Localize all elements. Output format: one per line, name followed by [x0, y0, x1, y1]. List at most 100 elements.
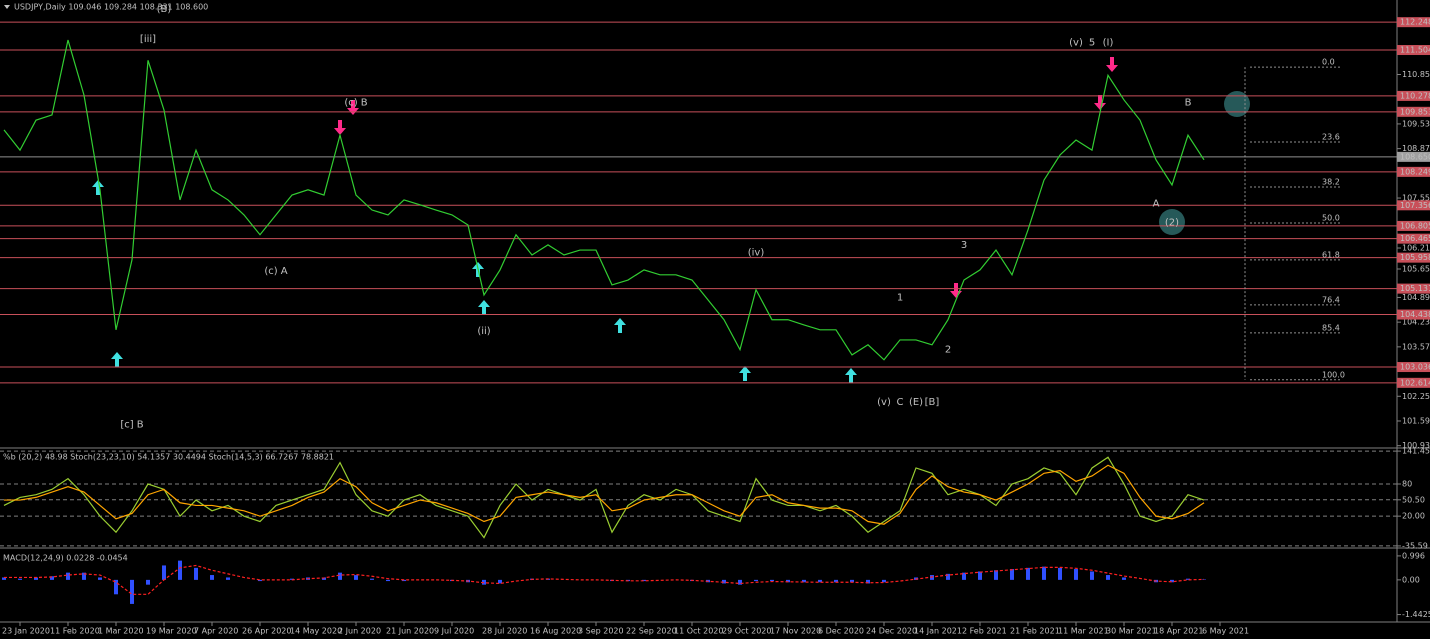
x-tick-label: 22 Sep 2020 [626, 627, 677, 636]
macd-bar [50, 576, 54, 580]
x-tick-label: 17 Nov 2020 [770, 627, 821, 636]
y-tick-label: 0.00 [1402, 575, 1420, 584]
buy-arrow [845, 368, 857, 383]
wave-label: (c) B [344, 98, 367, 109]
y-tick-label: 100.935 [1402, 441, 1430, 450]
level-label: 111.504 [1400, 46, 1430, 55]
wave-label: 1 [897, 292, 903, 303]
level-label-box [1397, 377, 1430, 388]
level-label: 106.465 [1400, 234, 1430, 243]
wave-label: A [1153, 199, 1160, 210]
macd-bar [978, 571, 982, 580]
wave-label: (2) [1165, 217, 1179, 228]
x-tick-label: 9 Jul 2020 [434, 627, 474, 636]
sell-arrow [1094, 95, 1106, 110]
macd-bar [34, 577, 38, 580]
x-tick-label: 24 Dec 2020 [866, 627, 917, 636]
wave-label: (I) [1103, 38, 1114, 49]
macd-bar [818, 579, 822, 583]
x-tick-label: 28 Jul 2020 [482, 627, 527, 636]
level-label: 103.036 [1400, 363, 1430, 372]
x-tick-label: 6 May 2021 [1202, 627, 1249, 636]
level-label-box [1397, 309, 1430, 320]
x-tick-label: 7 Apr 2020 [194, 627, 238, 636]
wave-label: (c) A [264, 266, 287, 277]
level-label-box [1397, 362, 1430, 373]
macd-bar [370, 578, 374, 580]
macd-bar [98, 577, 102, 580]
y-tick-label: -35.59 [1402, 541, 1428, 550]
collapse-icon[interactable] [4, 5, 10, 9]
macd-bar [994, 570, 998, 580]
x-tick-label: 26 Apr 2020 [242, 627, 291, 636]
wave-label: 5 [1089, 38, 1095, 49]
macd-bar [962, 572, 966, 580]
panel-title: MACD(12,24,9) 0.0228 -0.0454 [3, 554, 128, 563]
macd-bar [82, 572, 86, 580]
wave-label: (B) [157, 4, 172, 15]
wave-label: B [1185, 98, 1192, 109]
macd-bar [1042, 566, 1046, 580]
sell-arrow [347, 100, 359, 115]
x-tick-label: 14 May 2020 [290, 627, 342, 636]
last-price-box [1397, 151, 1430, 162]
macd-bar [338, 572, 342, 580]
sell-arrow [950, 283, 962, 298]
y-tick-label: 101.595 [1402, 416, 1430, 425]
x-tick-label: 18 Apr 2021 [1154, 627, 1203, 636]
level-label: 105.958 [1400, 253, 1430, 262]
x-tick-label: 29 Oct 2020 [722, 627, 771, 636]
macd-bar [18, 578, 22, 580]
level-label: 105.131 [1400, 284, 1430, 293]
macd-bar [882, 579, 886, 583]
macd-bar [1090, 571, 1094, 580]
x-tick-label: 16 Aug 2020 [530, 627, 581, 636]
x-tick-label: 30 Mar 2021 [1106, 627, 1157, 636]
macd-bar [226, 577, 230, 580]
macd-bar [642, 579, 646, 582]
level-label-box [1397, 200, 1430, 211]
macd-bar [1106, 575, 1110, 580]
level-label: 107.356 [1400, 201, 1430, 210]
y-tick-label: 50.50 [1402, 495, 1425, 504]
macd-bar [146, 579, 150, 585]
macd-bar [866, 579, 870, 584]
wave-label: [c] B [120, 420, 143, 431]
macd-bar [946, 573, 950, 580]
macd-bar [66, 572, 70, 580]
fib-label: 23.6 [1322, 133, 1340, 142]
y-tick-label: 107.550 [1402, 194, 1430, 203]
y-tick-label: 80 [1402, 480, 1412, 489]
macd-bar [1186, 578, 1190, 580]
x-tick-label: 19 Mar 2020 [146, 627, 197, 636]
macd-bar [258, 579, 262, 582]
y-tick-label: 0.996 [1402, 551, 1425, 560]
level-label: 112.248 [1400, 18, 1430, 27]
macd-bar [130, 579, 134, 604]
wave-label: 2 [945, 345, 951, 356]
wave-label: C [897, 397, 904, 408]
level-label-box [1397, 233, 1430, 244]
macd-bar [178, 560, 182, 580]
macd-bar [322, 577, 326, 580]
wave-label: [iii] [140, 34, 156, 45]
macd-bar [194, 567, 198, 580]
buy-arrow [478, 300, 490, 315]
x-tick-label: 11 Mar 2021 [1058, 627, 1109, 636]
macd-bar [1074, 569, 1078, 580]
macd-bar [114, 579, 118, 595]
y-tick-label: 106.215 [1402, 244, 1430, 253]
level-label-box [1397, 90, 1430, 101]
x-tick-label: 23 Jan 2020 [2, 627, 50, 636]
x-tick-label: 11 Oct 2020 [674, 627, 723, 636]
macd-bar [1122, 577, 1126, 580]
wave-label: (v) [1069, 38, 1083, 49]
macd-bar [1058, 567, 1062, 580]
fib-label: 100.0 [1322, 370, 1345, 379]
level-label-box [1397, 106, 1430, 117]
level-label-box [1397, 45, 1430, 56]
level-label-box [1397, 283, 1430, 294]
level-label: 108.249 [1400, 167, 1430, 176]
sell-arrows [334, 57, 1118, 298]
